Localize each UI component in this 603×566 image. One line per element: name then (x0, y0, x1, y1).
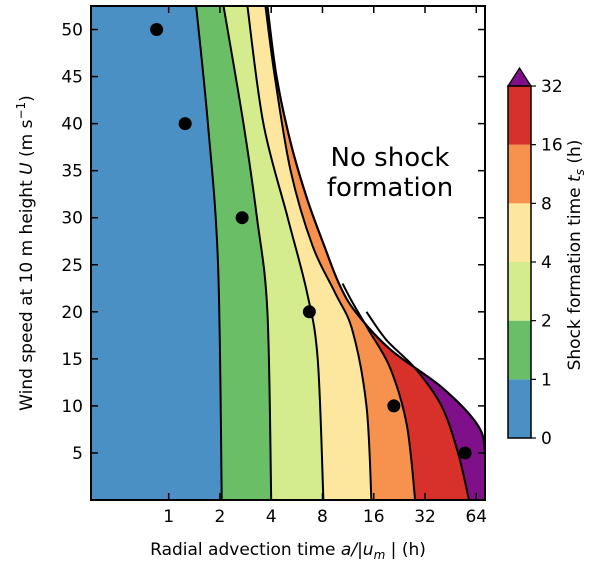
y-tick-label: 15 (61, 350, 83, 370)
plot-frame (90, 5, 486, 501)
contour-line-2 (222, 6, 273, 500)
contour-fills (91, 6, 485, 500)
data-point-4 (302, 305, 316, 319)
data-point-6 (458, 446, 472, 460)
y-tick-label: 5 (72, 444, 83, 464)
colorbar-segment-2-4 (508, 262, 531, 321)
colorbar-segment-1-2 (508, 320, 531, 380)
y-tick-label: 30 (61, 209, 83, 229)
data-points (150, 23, 472, 460)
colorbar-tick-label: 16 (541, 136, 563, 156)
colorbar-tick-label: 2 (541, 312, 552, 332)
colorbar-segment-16-32 (508, 86, 531, 145)
axes: 1 2 4 8 16 32 64 5 10 15 20 25 30 35 40 45 50 (61, 5, 487, 527)
colorbar-tick-label: 0 (541, 429, 552, 449)
y-tick-label: 25 (61, 256, 83, 276)
contour-line-32 (365, 311, 470, 500)
x-tick-label: 1 (163, 507, 174, 527)
contour-fill-2-4 (223, 6, 324, 500)
x-tick-label: 2 (215, 507, 226, 527)
colorbar-segment-8-16 (508, 144, 531, 204)
contour-fill-4-8-core (247, 6, 372, 500)
x-tick-label: 4 (266, 507, 277, 527)
no-shock-region (267, 6, 485, 500)
data-point-5 (387, 399, 401, 413)
colorbar-tick-label: 8 (541, 194, 552, 214)
x-tick-label: 64 (465, 507, 487, 527)
colorbar-segment-4-8 (508, 203, 531, 262)
y-axis-label: Wind speed at 10 m height U (m s−1) (14, 95, 37, 411)
contour-line-8 (264, 6, 373, 500)
colorbar-label: Shock formation time ts (h) (565, 140, 587, 371)
contour-line-1 (195, 6, 223, 500)
data-point-1 (150, 23, 164, 37)
x-tick-label: 8 (317, 507, 328, 527)
data-point-2 (178, 117, 192, 131)
no-shock-annotation-line2: formation (327, 173, 453, 203)
x-tick-label: 16 (363, 507, 385, 527)
colorbar-tick-label: 1 (541, 370, 552, 390)
y-tick-label: 50 (61, 21, 83, 41)
y-tick-label: 35 (61, 162, 83, 182)
colorbar-tick-label: 32 (541, 77, 563, 97)
colorbar-segment-0-1 (508, 379, 531, 438)
data-point-3 (235, 211, 249, 225)
y-tick-label: 10 (61, 397, 83, 417)
colorbar-extend-arrow (506, 66, 533, 87)
y-tick-label: 20 (61, 303, 83, 323)
x-tick-label: 32 (414, 507, 436, 527)
contour-fill-0-1 (91, 6, 222, 500)
no-shock-boundary-line (266, 6, 485, 500)
x-axis-label: Radial advection time a/|um | (h) (150, 540, 426, 562)
no-shock-annotation-line1: No shock (331, 143, 450, 173)
contour-line-4 (246, 6, 325, 500)
y-tick-label: 45 (61, 68, 83, 88)
contour-line-16 (341, 283, 417, 500)
contour-fill-1-2 (196, 6, 272, 500)
y-tick-label: 40 (61, 115, 83, 135)
colorbar: 0 1 2 4 8 16 32 (506, 66, 563, 449)
contour-lines (195, 6, 485, 500)
colorbar-tick-label: 4 (541, 253, 552, 273)
